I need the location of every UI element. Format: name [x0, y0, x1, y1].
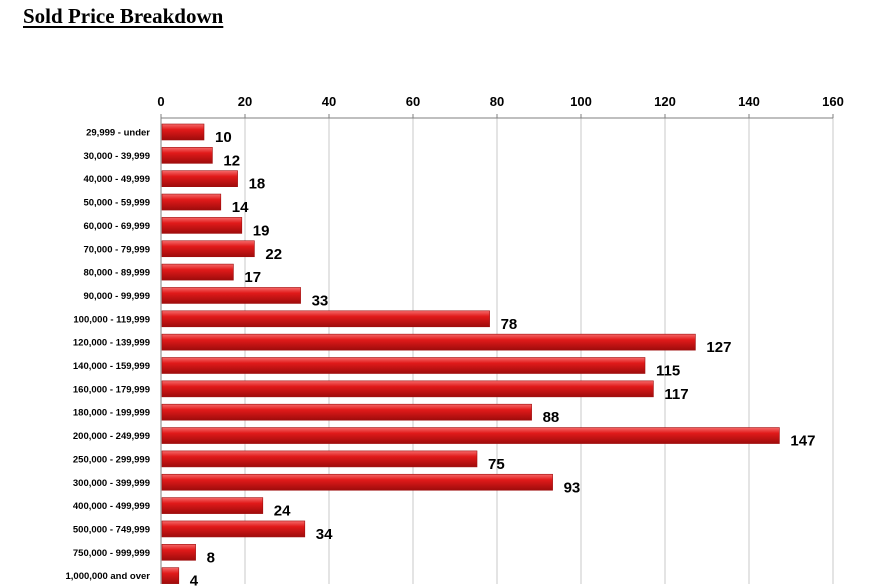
- category-label: 100,000 - 119,999: [73, 314, 150, 325]
- x-tick-label: 0: [157, 94, 164, 109]
- data-label: 75: [488, 456, 505, 473]
- bar: [161, 450, 478, 468]
- data-label: 127: [706, 339, 731, 356]
- data-label: 34: [316, 526, 333, 543]
- data-label: 78: [501, 316, 518, 333]
- bar: [161, 123, 205, 141]
- data-label: 17: [244, 269, 261, 286]
- bar: [161, 427, 780, 444]
- category-label: 80,000 - 89,999: [83, 268, 150, 279]
- x-tick-label: 40: [322, 94, 336, 109]
- category-label: 29,999 - under: [86, 128, 150, 139]
- data-label: 115: [656, 363, 680, 380]
- x-tick-label: 20: [238, 94, 252, 109]
- data-label: 93: [564, 479, 581, 496]
- category-label: 160,000 - 179,999: [73, 384, 150, 395]
- category-label: 90,000 - 99,999: [83, 291, 150, 302]
- data-label: 22: [265, 246, 282, 263]
- category-label: 120,000 - 139,999: [73, 338, 150, 349]
- data-label: 4: [190, 573, 199, 588]
- category-label: 500,000 - 749,999: [73, 524, 150, 535]
- bar: [161, 380, 654, 398]
- data-label: 18: [249, 176, 266, 193]
- data-label: 10: [215, 129, 232, 146]
- bar: [161, 333, 696, 351]
- bar: [161, 310, 490, 328]
- category-label: 200,000 - 249,999: [73, 431, 150, 442]
- category-label: 1,000,000 and over: [66, 571, 151, 582]
- bar: [161, 287, 301, 304]
- bar: [161, 357, 646, 374]
- bar: [161, 543, 196, 561]
- category-label: 750,000 - 999,999: [73, 548, 150, 559]
- category-label: 400,000 - 499,999: [73, 501, 150, 512]
- bar: [161, 147, 213, 164]
- data-label: 117: [664, 386, 688, 403]
- x-tick-label: 60: [406, 94, 420, 109]
- data-label: 24: [274, 503, 291, 520]
- data-label: 88: [543, 409, 560, 426]
- bar: [161, 520, 306, 538]
- bar: [161, 193, 222, 211]
- bar: [161, 170, 238, 187]
- category-label: 180,000 - 199,999: [73, 408, 150, 419]
- x-tick-label: 120: [654, 94, 676, 109]
- x-tick-label: 80: [490, 94, 504, 109]
- bar: [161, 217, 243, 234]
- x-tick-label: 140: [738, 94, 760, 109]
- bar: [161, 567, 180, 584]
- bar-series: [161, 123, 780, 584]
- category-label: 30,000 - 39,999: [83, 151, 150, 162]
- category-axis: 29,999 - under 30,000 - 39,999 40,000 - 49…: [66, 128, 151, 583]
- category-label: 60,000 - 69,999: [83, 221, 150, 232]
- x-axis: 0 20 40 60 80 100 120 140 160: [157, 94, 844, 584]
- bar: [161, 403, 532, 421]
- category-label: 250,000 - 299,999: [73, 454, 150, 465]
- bar: [161, 240, 255, 258]
- data-label: 14: [232, 199, 249, 216]
- bar: [161, 497, 264, 514]
- data-label: 19: [253, 222, 270, 239]
- data-label: 33: [312, 292, 329, 309]
- category-label: 50,000 - 59,999: [83, 198, 150, 209]
- data-label: 147: [790, 433, 815, 450]
- category-label: 140,000 - 159,999: [73, 361, 150, 372]
- category-label: 300,000 - 399,999: [73, 478, 150, 489]
- x-tick-label: 160: [822, 94, 844, 109]
- bar: [161, 473, 553, 491]
- page-title: Sold Price Breakdown: [23, 4, 224, 28]
- bar: [161, 263, 234, 281]
- data-label: 12: [223, 152, 240, 169]
- data-label: 8: [207, 549, 215, 566]
- category-label: 40,000 - 49,999: [83, 174, 150, 185]
- x-tick-label: 100: [570, 94, 592, 109]
- category-label: 70,000 - 79,999: [83, 244, 150, 255]
